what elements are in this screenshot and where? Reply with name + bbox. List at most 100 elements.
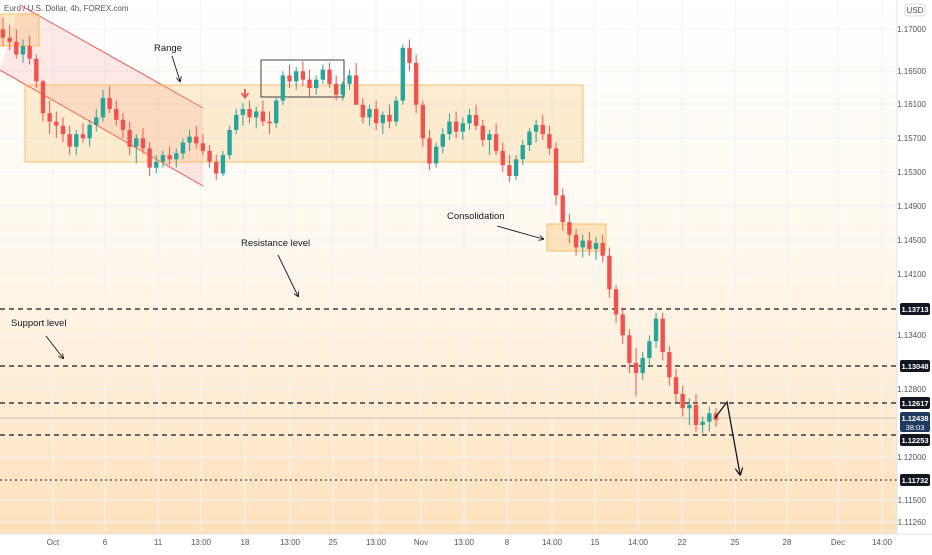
candle-body <box>247 108 252 118</box>
symbol-label[interactable]: Euro / U.S. Dollar, 4h, FOREX.com <box>4 4 129 13</box>
candle-body <box>700 421 705 426</box>
range-zone[interactable] <box>24 84 584 163</box>
y-tick-label: 1.11260 <box>898 518 927 527</box>
x-tick-label: 15 <box>591 538 600 547</box>
zone-top-left[interactable] <box>0 13 40 47</box>
candle-body <box>327 69 332 84</box>
level-tag[interactable] <box>900 397 930 409</box>
level-tag[interactable] <box>900 474 930 486</box>
candle-body <box>640 357 645 374</box>
candle-body <box>274 100 279 124</box>
x-tick-label: 13:00 <box>454 538 475 547</box>
channel-upper-line[interactable] <box>19 4 204 109</box>
level-tag-value: 1.13713 <box>901 305 928 314</box>
candle-body <box>480 125 485 140</box>
support-arrow <box>45 335 63 358</box>
candle-body <box>180 142 186 154</box>
candle-body <box>400 47 406 101</box>
y-tick-label: 1.14500 <box>897 236 926 245</box>
currency-label: USD <box>907 6 924 15</box>
x-tick-label: 13:00 <box>280 538 301 547</box>
candle-body <box>7 37 12 42</box>
resistance-arrow <box>277 254 298 296</box>
candle-body <box>214 161 219 174</box>
candle-body <box>254 111 259 118</box>
candle-body <box>580 240 585 248</box>
time-axis[interactable] <box>0 534 932 550</box>
candle-body <box>393 100 399 122</box>
candle-body <box>280 75 286 101</box>
candle-body <box>140 138 146 149</box>
y-tick-label: 1.14900 <box>897 202 926 211</box>
level-tag-value: 1.12253 <box>901 436 928 445</box>
candle-body <box>60 125 66 135</box>
candle-body <box>707 413 712 422</box>
x-tick-label: 18 <box>241 538 250 547</box>
currency-badge[interactable] <box>904 3 926 17</box>
candle-body <box>293 71 299 82</box>
candle-body <box>687 404 692 409</box>
level-tag[interactable] <box>900 303 930 315</box>
candles <box>0 17 719 434</box>
annotation-range: Range <box>154 43 182 54</box>
y-tick-label: 1.14100 <box>897 270 926 279</box>
level-tag-value: 1.13048 <box>901 362 928 371</box>
candle-body <box>100 98 106 118</box>
candle-body <box>154 161 159 168</box>
candle-body <box>167 155 172 160</box>
candle-body <box>473 114 479 126</box>
level-tag[interactable] <box>900 434 930 446</box>
candle-body <box>593 243 599 249</box>
candle-body <box>487 134 492 140</box>
y-tick-label: 1.12000 <box>897 453 926 462</box>
x-tick-label: 14:00 <box>542 538 563 547</box>
candle-body <box>513 159 519 177</box>
candle-body <box>127 129 132 147</box>
x-tick-label: Dec <box>831 538 845 547</box>
x-tick-label: Oct <box>47 538 60 547</box>
candle-body <box>240 108 246 115</box>
candle-body <box>40 81 46 114</box>
x-tick-label: 11 <box>154 538 163 547</box>
level-tag[interactable] <box>900 360 930 372</box>
candle-body <box>447 121 452 135</box>
candle-body <box>507 165 512 177</box>
channel-lower-line[interactable] <box>0 69 204 187</box>
range-box[interactable] <box>260 59 345 98</box>
candle-body <box>547 134 552 149</box>
descending-channel[interactable] <box>0 5 203 186</box>
candle-body <box>260 111 266 122</box>
candle-body <box>120 119 126 130</box>
candle-body <box>613 289 619 315</box>
candle-body <box>207 150 212 162</box>
candle-body <box>333 83 339 95</box>
x-tick-label: 28 <box>783 538 792 547</box>
candle-body <box>407 47 412 63</box>
candle-body <box>600 243 605 256</box>
candle-body <box>234 114 239 130</box>
candle-body <box>34 58 39 82</box>
candle-body <box>360 104 366 118</box>
candle-body <box>413 62 419 105</box>
time-axis-ticks: Oct 6 11 13:00 18 13:00 25 13:00 Nov 13:00 8 14:00 1… <box>47 538 893 547</box>
level-tag-value: 1.12617 <box>901 399 928 408</box>
candle-body <box>187 136 192 143</box>
sell-arrow-icon <box>240 89 250 99</box>
candle-body <box>347 75 352 84</box>
candle-body <box>14 41 19 55</box>
candle-body <box>647 341 652 358</box>
candle-body <box>653 318 659 342</box>
y-tick-label: 1.13400 <box>897 331 926 340</box>
candle-body <box>453 121 459 132</box>
candle-body <box>134 138 139 147</box>
candle-body <box>94 117 99 125</box>
x-tick-label: 14:00 <box>872 538 893 547</box>
candle-body <box>200 143 206 151</box>
plot-background <box>0 0 897 550</box>
projection-path[interactable] <box>714 400 740 474</box>
candle-body <box>620 314 625 336</box>
candle-body <box>520 145 525 160</box>
candle-body <box>667 352 672 378</box>
candle-body <box>300 71 306 80</box>
